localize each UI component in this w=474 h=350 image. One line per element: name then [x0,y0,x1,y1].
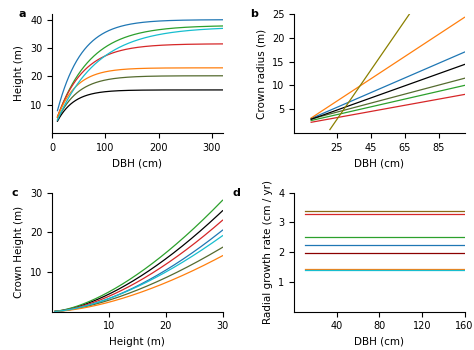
Text: b: b [250,9,258,19]
Y-axis label: Crown Height (m): Crown Height (m) [15,206,25,298]
X-axis label: Height (m): Height (m) [109,337,165,347]
X-axis label: DBH (cm): DBH (cm) [355,337,404,347]
Y-axis label: Radial growth rate (cm / yr): Radial growth rate (cm / yr) [263,180,273,324]
Text: c: c [11,188,18,198]
X-axis label: DBH (cm): DBH (cm) [112,158,162,168]
X-axis label: DBH (cm): DBH (cm) [355,158,404,168]
Y-axis label: Height (m): Height (m) [15,46,25,102]
Y-axis label: Crown radius (m): Crown radius (m) [256,28,266,119]
Text: d: d [233,188,241,198]
Text: a: a [18,9,26,19]
